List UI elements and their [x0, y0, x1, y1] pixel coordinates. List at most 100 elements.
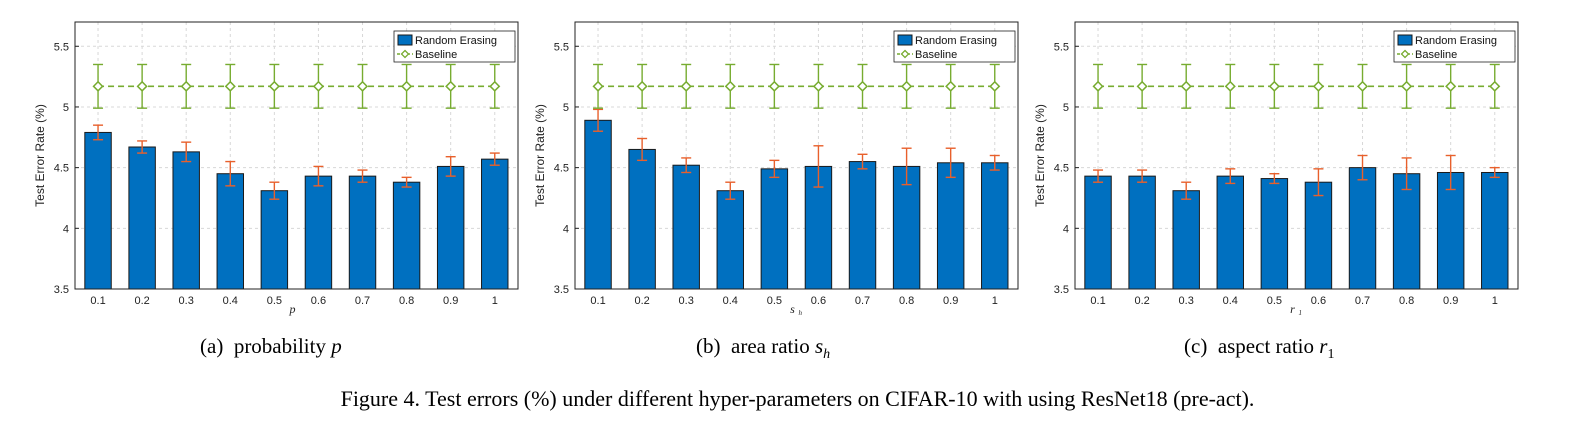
legend-swatch-random-erasing — [1397, 34, 1413, 46]
y-tick-label: 3.5 — [554, 284, 569, 296]
x-axis-label: p — [289, 302, 296, 316]
bar — [584, 119, 612, 290]
baseline-point — [489, 80, 501, 92]
bar-error-bar — [1489, 166, 1500, 179]
bar-error-bar — [181, 141, 192, 163]
baseline-point — [768, 80, 780, 92]
y-tick-label: 5 — [1063, 102, 1069, 114]
baseline-point — [724, 80, 736, 92]
bar — [1172, 190, 1200, 290]
x-tick-label: 0.4 — [223, 295, 238, 307]
y-tick-label: 5.5 — [554, 41, 569, 53]
baseline-point — [592, 80, 604, 92]
legend-label-random-erasing: Random Erasing — [915, 35, 997, 47]
bar — [172, 151, 200, 290]
x-tick-label: 1 — [1492, 295, 1498, 307]
subcaption-c: (c) aspect ratio r1 — [1184, 334, 1334, 363]
legend-label-random-erasing: Random Erasing — [1415, 35, 1497, 47]
baseline-point — [268, 80, 280, 92]
baseline-point — [901, 80, 913, 92]
bar-error-bar — [269, 181, 280, 200]
bar-error-bar — [901, 147, 912, 186]
bar-error-bar — [1401, 157, 1412, 191]
bar — [760, 168, 789, 290]
x-tick-label: 0.9 — [1443, 295, 1458, 307]
x-axis-label-subscript: h — [799, 309, 803, 317]
baseline-point — [1489, 80, 1501, 92]
chart-panel-a: 3.5 4 4.5 5 5.5 0.1 0.2 0.3 0.4 0.5 0.6 0.7 0.8 0.9 1 T… — [0, 0, 520, 380]
baseline-point — [636, 80, 648, 92]
baseline-point — [1092, 80, 1104, 92]
y-axis-label: Test Error Rate (%) — [1033, 104, 1047, 207]
bar-error-bar — [137, 140, 148, 154]
chart-c-svg: 3.5 4 4.5 5 5.5 0.1 0.2 0.3 0.4 0.5 0.6 0.7 0.8 0.9 1 T… — [1033, 21, 1519, 317]
baseline-point — [180, 80, 192, 92]
bar — [1128, 175, 1156, 290]
baseline-point — [1224, 80, 1236, 92]
figure-caption: Figure 4. Test errors (%) under differen… — [340, 386, 1255, 411]
x-tick-label: 0.3 — [1179, 295, 1194, 307]
bar — [304, 175, 333, 290]
x-tick-label: 1 — [492, 295, 498, 307]
y-tick-label: 4.5 — [1054, 163, 1069, 175]
x-tick-label: 0.6 — [811, 295, 826, 307]
legend-marker-baseline — [900, 49, 910, 59]
baseline-point — [1180, 80, 1192, 92]
x-tick-label: 1 — [992, 295, 998, 307]
bar-error-bar — [1269, 173, 1280, 185]
baseline-point — [856, 80, 869, 92]
bar-error-bar — [313, 165, 324, 187]
bar-error-bar — [1137, 169, 1148, 183]
y-tick-label: 3.5 — [1054, 284, 1069, 296]
legend-swatch-random-erasing — [897, 34, 913, 46]
bar-error-bar — [1225, 168, 1236, 185]
axes-frame — [574, 21, 1019, 290]
x-axis-label: r — [1290, 302, 1295, 316]
baseline-point — [445, 80, 457, 92]
bar — [1348, 167, 1377, 290]
bar — [1304, 181, 1333, 290]
bar-error-bar — [945, 147, 956, 179]
x-tick-label: 0.7 — [855, 295, 870, 307]
x-tick-label: 0.5 — [767, 295, 782, 307]
bar-error-bar — [489, 152, 500, 166]
x-tick-label: 0.2 — [1134, 295, 1149, 307]
y-tick-label: 5.5 — [1054, 41, 1069, 53]
subcaption-c-subscript: 1 — [1327, 347, 1335, 363]
bar-error-bar — [637, 137, 648, 162]
bar-error-bar — [1093, 169, 1104, 183]
bar-error-bar — [769, 159, 780, 179]
x-axis-label: s — [790, 302, 795, 316]
subcaption-c-text: aspect ratio — [1217, 334, 1315, 358]
bar-error-bar — [1181, 181, 1192, 200]
chart-a-svg: 3.5 4 4.5 5 5.5 0.1 0.2 0.3 0.4 0.5 0.6 0.7 0.8 0.9 1 T… — [33, 21, 519, 316]
y-tick-label: 5 — [63, 102, 69, 114]
subcaption-a-symbol: p — [331, 334, 342, 358]
baseline-point — [945, 80, 957, 92]
x-tick-label: 0.2 — [634, 295, 649, 307]
bar — [628, 148, 656, 290]
baseline-point — [401, 80, 413, 92]
x-tick-label: 0.9 — [943, 295, 958, 307]
bar — [436, 165, 465, 290]
bar — [216, 173, 245, 290]
legend-label-baseline: Baseline — [415, 49, 457, 61]
bar-error-bar — [681, 157, 692, 174]
bar — [936, 162, 965, 290]
baseline-point — [356, 80, 369, 92]
bar — [260, 190, 289, 290]
bar-error-bar — [593, 108, 604, 132]
bar-error-bar — [1445, 154, 1456, 191]
subcaption-a-label: (a) — [200, 334, 224, 358]
legend-box — [393, 30, 516, 63]
y-tick-label: 4 — [563, 223, 569, 235]
x-tick-label: 0.5 — [1267, 295, 1282, 307]
x-tick-label: 0.4 — [723, 295, 738, 307]
chart-panel-c: 3.5 4 4.5 5 5.5 0.1 0.2 0.3 0.4 0.5 0.6 0.7 0.8 0.9 1 T… — [1000, 0, 1520, 380]
bar — [392, 181, 421, 290]
bar-error-bar — [93, 124, 104, 141]
baseline-point — [812, 80, 824, 92]
bar-error-bar — [401, 176, 412, 188]
legend-label-baseline: Baseline — [1415, 49, 1457, 61]
